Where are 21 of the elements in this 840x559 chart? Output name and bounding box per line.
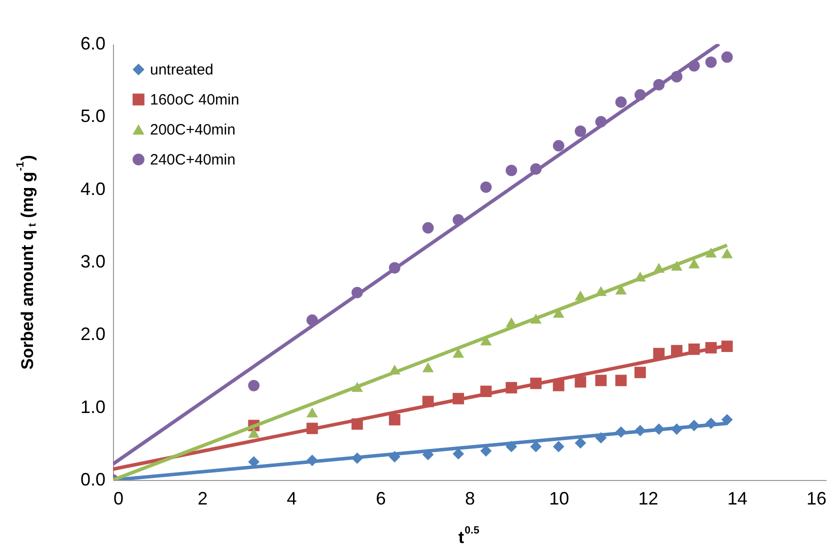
x-tick-label: 4 (286, 488, 297, 508)
x-tick-label: 10 (549, 488, 570, 508)
x-tick-label: 2 (198, 488, 208, 508)
y-tick-label: 6.0 (80, 34, 106, 54)
y-tick-label: 1.0 (80, 396, 106, 417)
x-tick-label: 12 (638, 488, 658, 508)
x-tick-label: 16 (806, 488, 826, 508)
legend-label: untreated (150, 62, 214, 78)
x-tick-label: 0 (114, 488, 124, 508)
legend-label: 200C+40min (150, 122, 236, 138)
y-tick-label: 3.0 (80, 252, 106, 272)
y-tick-label: 5.0 (80, 106, 106, 126)
legend-label: 160oC 40min (150, 92, 240, 108)
y-tick-label: 4.0 (80, 178, 106, 199)
x-tick-label: 8 (464, 488, 476, 508)
legend-label: 240C+40min (150, 152, 236, 168)
y-axis-title: Sorbed amount qt (mg g-1) (14, 154, 38, 370)
y-tick-label: 0.0 (80, 470, 106, 490)
x-tick-label: 6 (376, 488, 386, 508)
x-tick-label: 14 (727, 488, 748, 508)
y-tick-label: 2.0 (80, 324, 106, 344)
